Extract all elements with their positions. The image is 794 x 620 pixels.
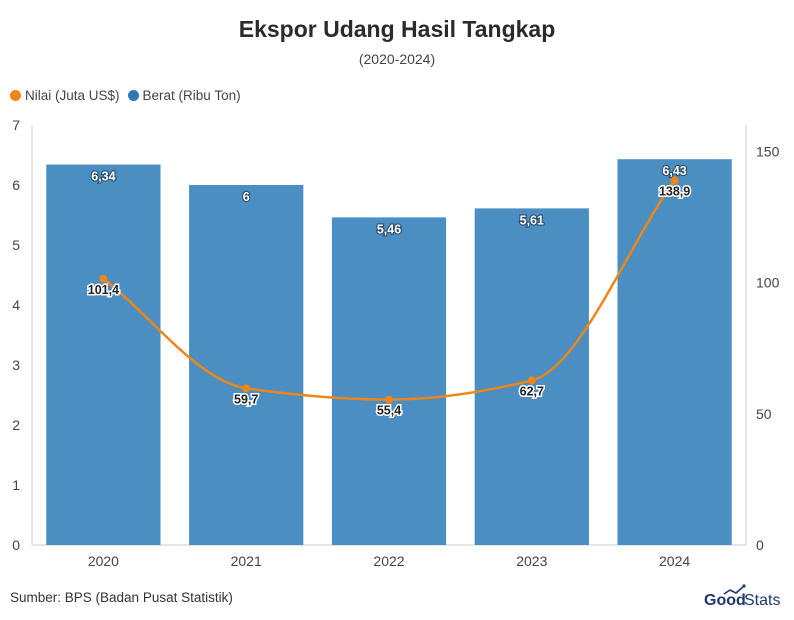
chart-title: Ekspor Udang Hasil Tangkap xyxy=(238,16,556,42)
x-tick-label: 2023 xyxy=(516,553,547,569)
legend-label-nilai: Nilai (Juta US$) xyxy=(25,87,120,103)
bar-data-label: 6,43 xyxy=(662,164,686,178)
bar-data-label: 6,34 xyxy=(91,170,115,184)
line-series-nilai xyxy=(102,179,676,401)
legend: Nilai (Juta US$) Berat (Ribu Ton) xyxy=(10,86,249,104)
line-data-label: 55,4 xyxy=(377,404,401,418)
logo-text-good: Good xyxy=(704,592,746,609)
legend-swatch-nilai xyxy=(10,89,21,101)
line-data-label: 138,9 xyxy=(659,184,690,198)
bar xyxy=(189,185,304,545)
bar xyxy=(617,159,732,545)
y-left-tick-label: 3 xyxy=(12,357,20,373)
y-right-tick-label: 0 xyxy=(756,537,764,553)
y-left-tick-label: 1 xyxy=(12,477,20,493)
x-tick-label: 2024 xyxy=(659,553,690,569)
line-point xyxy=(527,376,536,385)
y-left-tick-label: 7 xyxy=(12,117,20,133)
legend-label-berat: Berat (Ribu Ton) xyxy=(142,87,241,103)
x-tick-label: 2020 xyxy=(88,553,119,569)
goodstats-logo: Good Stats xyxy=(704,584,780,609)
legend-swatch-berat xyxy=(127,89,139,101)
line-data-label: 62,7 xyxy=(520,384,544,398)
logo-text-stats: Stats xyxy=(744,592,780,609)
y-right-tick-label: 50 xyxy=(756,406,772,422)
line-data-label: 59,7 xyxy=(234,392,258,406)
y-left-tick-label: 4 xyxy=(12,297,20,313)
y-right-tick-label: 150 xyxy=(756,143,780,159)
source-note: Sumber: BPS (Badan Pusat Statistik) xyxy=(10,590,233,605)
bar xyxy=(46,164,161,545)
bar-data-label: 5,61 xyxy=(520,213,544,227)
line-point xyxy=(670,176,679,185)
line-point xyxy=(242,384,251,393)
chart-subtitle: (2020-2024) xyxy=(358,51,436,67)
line-point xyxy=(99,274,108,283)
y-right-tick-label: 100 xyxy=(756,275,780,291)
x-tick-label: 2022 xyxy=(373,553,404,569)
y-left-tick-label: 6 xyxy=(12,177,20,193)
bar-data-label: 5,46 xyxy=(377,222,401,236)
line-data-label: 101,4 xyxy=(88,283,119,297)
logo-trend-icon xyxy=(723,585,745,595)
bar-data-label: 6 xyxy=(243,190,250,204)
y-left-tick-label: 2 xyxy=(12,417,20,433)
y-left-tick-label: 0 xyxy=(12,537,20,553)
y-left-tick-label: 5 xyxy=(12,237,20,253)
legend-item-berat[interactable]: Berat (Ribu Ton) xyxy=(127,87,241,103)
x-tick-label: 2021 xyxy=(231,553,262,569)
line-point xyxy=(385,395,393,404)
logo-dot-icon xyxy=(742,584,746,588)
legend-item-nilai[interactable]: Nilai (Juta US$) xyxy=(10,88,120,103)
bar xyxy=(331,217,447,545)
